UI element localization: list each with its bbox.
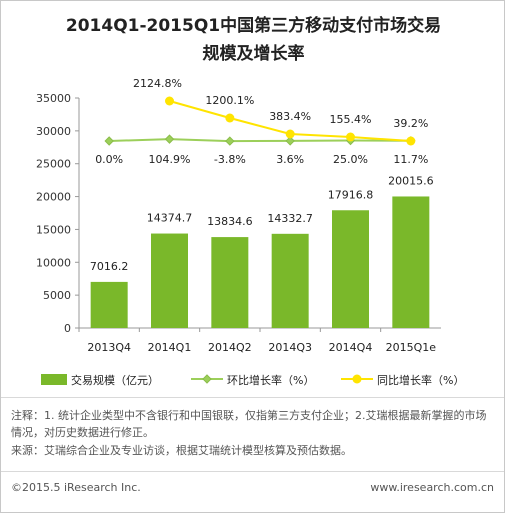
yoy-point	[406, 136, 416, 146]
notes-source: 来源：艾瑞综合企业及专业访谈，根据艾瑞统计模型核算及预估数据。	[11, 444, 352, 457]
mom-value-label: 3.6%	[276, 153, 304, 166]
legend-bar-label: 交易规模（亿元）	[71, 373, 159, 387]
x-tick-label: 2014Q4	[329, 341, 373, 354]
mom-point	[225, 136, 235, 146]
y-tick-label: 35000	[36, 92, 71, 105]
bar-value-label: 20015.6	[388, 174, 434, 187]
yoy-value-label: 155.4%	[330, 113, 372, 126]
mom-value-label: 0.0%	[95, 153, 123, 166]
yoy-point	[165, 96, 174, 106]
bar	[332, 210, 369, 328]
mom-value-label: -3.8%	[214, 153, 246, 166]
bar-value-label: 14374.7	[147, 212, 193, 225]
footer-copyright: ©2015.5 iResearch Inc.	[11, 481, 141, 494]
bar	[90, 281, 128, 328]
y-tick-label: 30000	[36, 125, 71, 138]
yoy-value-label: 383.4%	[269, 110, 311, 123]
y-tick-label: 25000	[36, 158, 71, 171]
yoy-value-label: 39.2%	[393, 117, 428, 130]
y-tick-label: 5000	[43, 289, 71, 302]
separator-footer	[1, 471, 504, 472]
x-tick-label: 2014Q1	[148, 341, 192, 354]
chart-title-line1: 2014Q1-2015Q1中国第三方移动支付市场交易	[65, 16, 442, 36]
yoy-value-label: 1200.1%	[205, 94, 254, 107]
bar	[211, 237, 249, 328]
notes-annotation: 注释：1. 统计企业类型中不含银行和中国银联，仅指第三方支付企业；2.艾瑞根据最…	[11, 409, 487, 439]
bar-value-label: 14332.7	[267, 212, 313, 225]
bar-value-label: 7016.2	[90, 260, 129, 273]
mom-value-label: 25.0%	[333, 153, 368, 166]
mom-value-label: 104.9%	[149, 153, 191, 166]
x-tick-label: 2015Q1e	[386, 341, 437, 354]
yoy-point	[346, 132, 355, 142]
mom-series-line	[109, 138, 411, 143]
legend-bar-swatch	[41, 374, 67, 385]
x-tick-label: 2013Q4	[87, 341, 131, 354]
legend-yoy-marker	[352, 374, 362, 384]
y-tick-label: 20000	[36, 191, 71, 204]
mom-value-label: 11.7%	[393, 153, 428, 166]
chart-plot: 0 5000 10000 15000 20000 25000 30000 35000 7016.…	[36, 77, 464, 387]
x-tick-label: 2014Q3	[268, 341, 312, 354]
y-tick-label: 10000	[36, 256, 71, 269]
separator	[1, 397, 504, 398]
footer-website: www.iresearch.com.cn	[370, 481, 494, 494]
yoy-point	[285, 129, 295, 139]
bar	[151, 233, 188, 328]
mom-point	[285, 136, 295, 146]
y-tick-label: 0	[64, 322, 71, 335]
bar	[271, 233, 309, 328]
mom-point	[104, 136, 114, 146]
legend-mom-label: 环比增长率（%）	[227, 373, 314, 387]
legend-mom-marker	[202, 374, 212, 384]
legend-yoy-label: 同比增长率（%）	[377, 373, 464, 387]
bar	[392, 196, 430, 328]
chart-title-line2: 规模及增长率	[202, 44, 305, 64]
yoy-value-label: 2124.8%	[133, 77, 182, 90]
bar-value-label: 17916.8	[328, 188, 374, 201]
mom-point	[164, 134, 175, 144]
x-tick-label: 2014Q2	[208, 341, 252, 354]
bar-value-label: 13834.6	[207, 215, 253, 228]
yoy-point	[225, 113, 235, 123]
y-tick-label: 15000	[36, 223, 71, 236]
